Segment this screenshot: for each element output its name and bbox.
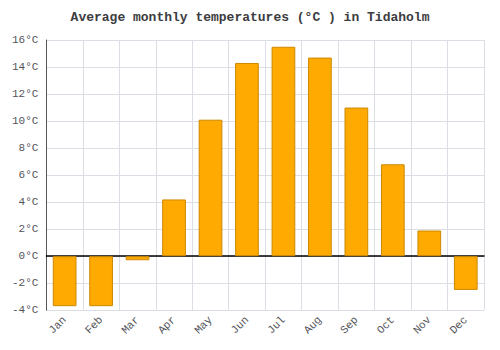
svg-text:Oct: Oct [375,314,397,336]
svg-text:Apr: Apr [156,314,178,336]
svg-text:May: May [192,314,215,337]
svg-text:Aug: Aug [302,314,324,336]
svg-text:0°C: 0°C [19,250,39,262]
svg-text:6°C: 6°C [19,169,39,181]
svg-text:10°C: 10°C [12,115,39,127]
svg-text:Jun: Jun [229,314,251,336]
svg-text:Sep: Sep [338,314,360,336]
svg-text:14°C: 14°C [12,61,39,73]
svg-text:2°C: 2°C [19,223,39,235]
svg-text:Mar: Mar [119,314,141,336]
svg-text:8°C: 8°C [19,142,39,154]
svg-text:12°C: 12°C [12,88,39,100]
svg-text:4°C: 4°C [19,196,39,208]
svg-text:16°C: 16°C [12,34,39,46]
svg-text:-4°C: -4°C [12,304,39,316]
svg-text:Jul: Jul [265,314,287,336]
svg-text:Dec: Dec [448,314,470,336]
svg-text:Feb: Feb [83,314,105,336]
svg-text:-2°C: -2°C [12,277,39,289]
svg-text:Average monthly temperatures (: Average monthly temperatures (°C ) in Ti… [71,10,430,25]
svg-text:Jan: Jan [46,314,68,336]
svg-text:Nov: Nov [411,314,434,337]
